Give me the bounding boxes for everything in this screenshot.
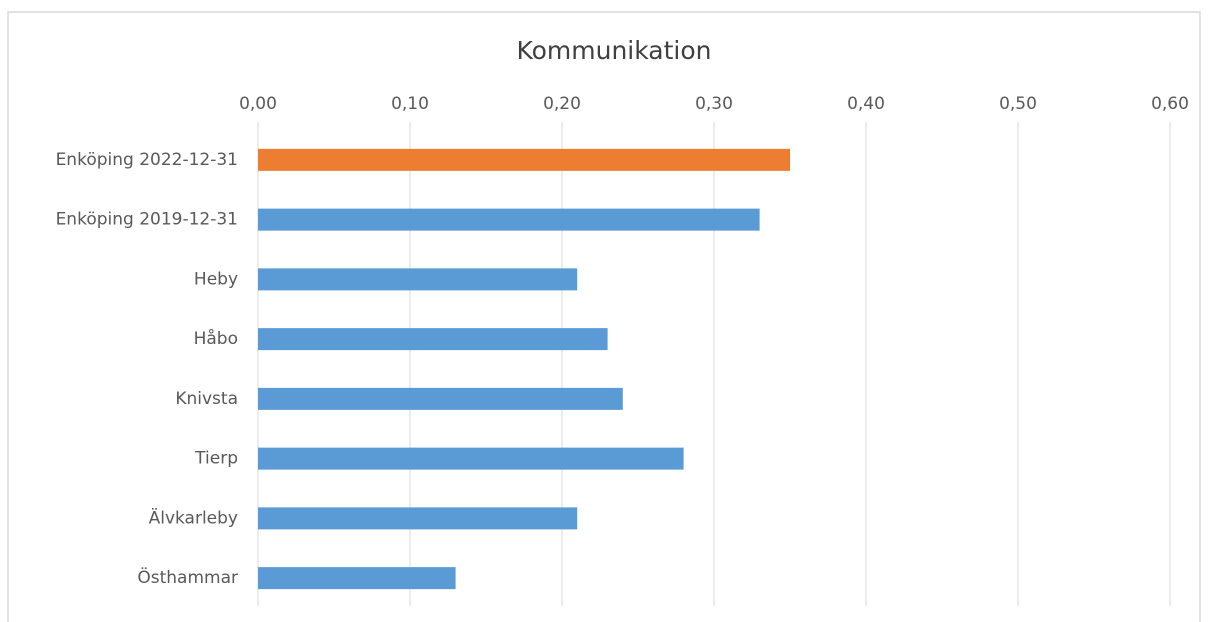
bar (258, 268, 578, 291)
y-tick-label: Tierp (194, 449, 238, 469)
x-tick-label: 0,50 (999, 94, 1037, 114)
x-tick-label: 0,20 (543, 94, 581, 114)
chart-title: Kommunikation (516, 36, 711, 65)
x-tick-label: 0,60 (1151, 94, 1189, 114)
bar (258, 387, 623, 410)
bar (258, 208, 760, 231)
y-tick-label: Håbo (194, 328, 238, 349)
y-tick-label: Östhammar (137, 566, 238, 588)
bar (258, 328, 608, 351)
chart-border (7, 11, 1201, 622)
y-tick-label: Enköping 2019-12-31 (56, 210, 238, 230)
y-tick-label: Knivsta (175, 389, 238, 409)
bar (258, 447, 684, 470)
y-tick-label: Enköping 2022-12-31 (56, 150, 238, 170)
bar (258, 148, 790, 171)
y-tick-label: Heby (194, 269, 238, 289)
x-tick-label: 0,10 (391, 94, 429, 114)
x-tick-label: 0,00 (239, 94, 277, 114)
bar (258, 567, 456, 590)
x-tick-label: 0,30 (695, 94, 733, 114)
y-tick-label: Älvkarleby (149, 507, 238, 528)
x-tick-label: 0,40 (847, 94, 885, 114)
bar (258, 507, 578, 530)
